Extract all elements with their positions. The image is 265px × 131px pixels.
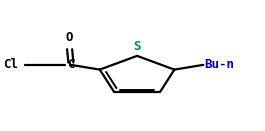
Text: S: S	[133, 40, 141, 53]
Text: O: O	[66, 31, 73, 44]
Text: C: C	[67, 58, 75, 71]
Text: Cl: Cl	[3, 58, 18, 71]
Text: Bu-n: Bu-n	[205, 58, 235, 71]
